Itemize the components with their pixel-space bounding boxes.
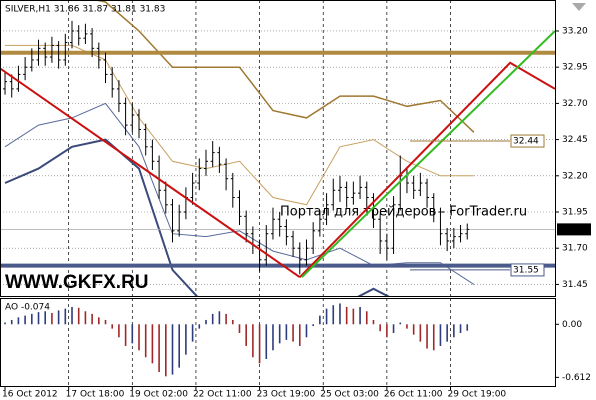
watermark: Портал для трейдеров - ForTrader.ru	[280, 205, 527, 220]
price-label: 31.55	[513, 265, 539, 275]
ao-y-tick-label: 0.00	[562, 320, 582, 330]
main-plot: Портал для трейдеров - ForTrader.ru	[1, 1, 555, 296]
x-tick-label: 25 Oct 03:00	[320, 390, 379, 400]
price-label-box	[510, 263, 545, 277]
trend-line	[299, 61, 555, 278]
y-tick-label: 32.95	[562, 63, 588, 73]
ao-y-tick-label: -0.612	[562, 373, 591, 383]
current-price-label: 31.83	[561, 225, 587, 235]
trend-line	[301, 30, 555, 278]
trend-line	[1, 67, 301, 279]
y-tick-label: 31.70	[562, 244, 588, 254]
y-tick-label: 32.20	[562, 171, 588, 181]
brand: WWW.GKFX.RU	[5, 272, 149, 293]
x-tick-label: 29 Oct 19:00	[447, 390, 506, 400]
band-line	[5, 44, 474, 206]
y-tick-label: 33.20	[562, 26, 588, 36]
ao-plot	[4, 299, 469, 385]
menu-icon[interactable]	[572, 3, 586, 11]
x-tick-label: 26 Oct 11:00	[384, 390, 443, 400]
y-tick-label: 32.70	[562, 99, 588, 109]
overlay: 33.20 32.95 32.70 32.45 32.20 31.95 31.70 31.45…	[2, 5, 591, 400]
main-frame	[0, 0, 556, 297]
x-tick-label: 19 Oct 02:00	[129, 390, 188, 400]
price-label: 32.44	[513, 137, 539, 147]
ao-label: AO -0.074	[5, 303, 50, 313]
price-label-box	[510, 134, 545, 148]
y-tick-label: 31.95	[562, 208, 588, 218]
x-tick-label: 17 Oct 18:00	[66, 390, 125, 400]
x-tick-label: 22 Oct 11:00	[193, 390, 252, 400]
header: SILVER,H1 31.86 31.87 31.81 31.83	[5, 5, 165, 15]
current-price-box	[557, 223, 591, 236]
x-tick-label: 16 Oct 2012	[2, 390, 58, 400]
y-tick-label: 31.45	[562, 280, 588, 290]
band-line	[4, 138, 390, 296]
ao-frame	[0, 298, 556, 387]
band-line	[97, 1, 475, 133]
y-tick-label: 32.45	[562, 135, 588, 145]
x-tick-label: 23 Oct 19:00	[257, 390, 316, 400]
